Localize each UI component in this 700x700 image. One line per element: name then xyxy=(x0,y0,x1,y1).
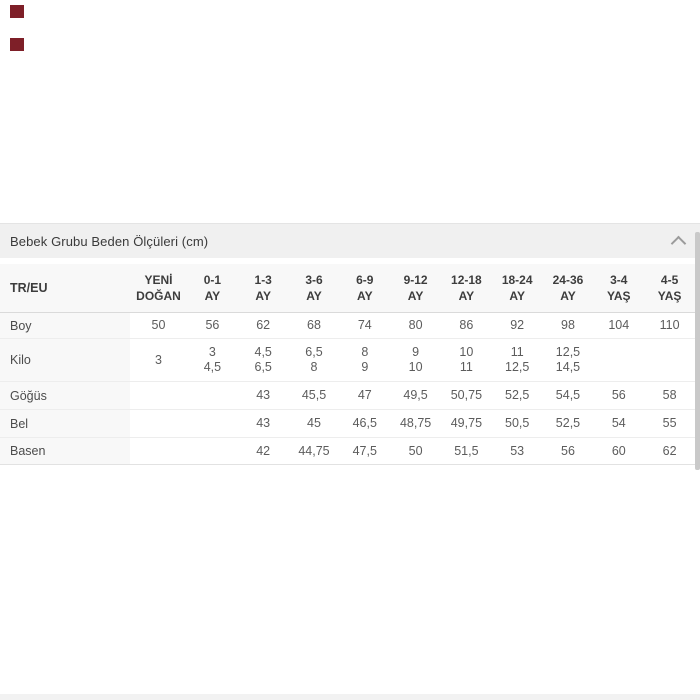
table-cell xyxy=(187,437,238,465)
table-cell: 48,75 xyxy=(390,409,441,438)
column-header: 3-4 YAŞ xyxy=(593,264,645,313)
table-cell xyxy=(130,409,187,438)
table-cell: 9 10 xyxy=(390,338,441,382)
table-cell: 62 xyxy=(237,312,289,339)
header-row: TR/EU YENİ DOĞAN 0-1 AY 1-3 AY 3-6 AY 6-9 AY 9-12 AY… xyxy=(0,264,695,313)
table-cell: 104 xyxy=(593,312,645,339)
table-cell: 80 xyxy=(390,312,441,339)
row-label: Basen xyxy=(0,437,130,465)
chevron-up-icon[interactable] xyxy=(670,235,687,252)
table-cell xyxy=(593,338,645,382)
row-label: Göğüs xyxy=(0,381,130,410)
table-cell: 50 xyxy=(390,437,441,465)
table-row: Kilo 3 3 4,5 4,5 6,5 6,5 8 8 9 9 10 10 11 11 12,5 12,5 14… xyxy=(0,338,695,382)
row-label: Bel xyxy=(0,409,130,438)
table-row: Boy 50 56 62 68 74 80 86 92 98 104 110 xyxy=(0,312,695,339)
table-cell xyxy=(644,338,695,382)
table-cell xyxy=(130,437,187,465)
table-cell: 52,5 xyxy=(542,409,594,438)
table-cell: 10 11 xyxy=(440,338,492,382)
table-cell: 45,5 xyxy=(288,381,340,410)
table-cell: 42 xyxy=(237,437,289,465)
table-cell: 49,75 xyxy=(440,409,492,438)
table-cell: 45 xyxy=(288,409,340,438)
table-cell: 53 xyxy=(491,437,543,465)
size-chart-accordion-header[interactable]: Bebek Grubu Beden Ölçüleri (cm) xyxy=(0,223,700,258)
table-cell: 62 xyxy=(644,437,695,465)
table-cell: 92 xyxy=(491,312,543,339)
table-cell: 47 xyxy=(339,381,391,410)
table-cell: 43 xyxy=(237,381,289,410)
column-header: 9-12 AY xyxy=(390,264,441,313)
table-cell: 12,5 14,5 xyxy=(542,338,594,382)
table-cell: 50,75 xyxy=(440,381,492,410)
table-body: Boy 50 56 62 68 74 80 86 92 98 104 110 Kilo 3 3 4,5 4,5 6… xyxy=(0,312,695,465)
table-cell: 51,5 xyxy=(440,437,492,465)
size-table: TR/EU YENİ DOĞAN 0-1 AY 1-3 AY 3-6 AY 6-9 AY 9-12 AY… xyxy=(0,264,695,465)
column-header: 18-24 AY xyxy=(491,264,543,313)
section-title: Bebek Grubu Beden Ölçüleri (cm) xyxy=(10,233,209,249)
table-cell: 3 xyxy=(130,338,187,382)
table-cell: 56 xyxy=(593,381,645,410)
table-cell: 49,5 xyxy=(390,381,441,410)
column-header: 0-1 AY xyxy=(187,264,238,313)
table-cell: 110 xyxy=(644,312,695,339)
table-cell: 86 xyxy=(440,312,492,339)
table-cell: 47,5 xyxy=(339,437,391,465)
column-header-label: TR/EU xyxy=(0,264,130,313)
row-label: Kilo xyxy=(0,338,130,382)
table-cell: 44,75 xyxy=(288,437,340,465)
table-cell: 58 xyxy=(644,381,695,410)
color-swatch[interactable] xyxy=(10,38,24,51)
table-row: Basen 42 44,75 47,5 50 51,5 53 56 60 62 xyxy=(0,437,695,465)
table-row: Göğüs 43 45,5 47 49,5 50,75 52,5 54,5 56 58 xyxy=(0,381,695,410)
table-cell xyxy=(187,409,238,438)
table-cell: 68 xyxy=(288,312,340,339)
table-cell: 52,5 xyxy=(491,381,543,410)
footer-divider xyxy=(0,694,700,700)
table-cell: 54,5 xyxy=(542,381,594,410)
column-header: 6-9 AY xyxy=(339,264,391,313)
table-cell: 74 xyxy=(339,312,391,339)
table-cell: 11 12,5 xyxy=(491,338,543,382)
table-cell xyxy=(187,381,238,410)
row-label: Boy xyxy=(0,312,130,339)
table-cell xyxy=(130,381,187,410)
table-cell: 3 4,5 xyxy=(187,338,238,382)
column-header: 1-3 AY xyxy=(237,264,289,313)
table-row: Bel 43 45 46,5 48,75 49,75 50,5 52,5 54 55 xyxy=(0,409,695,438)
table-cell: 50,5 xyxy=(491,409,543,438)
table-cell: 55 xyxy=(644,409,695,438)
scrollbar-thumb[interactable] xyxy=(695,232,700,470)
table-cell: 4,5 6,5 xyxy=(237,338,289,382)
color-swatch[interactable] xyxy=(10,5,24,18)
table-cell: 6,5 8 xyxy=(288,338,340,382)
table-cell: 56 xyxy=(542,437,594,465)
table-cell: 56 xyxy=(187,312,238,339)
column-header: 24-36 AY xyxy=(542,264,594,313)
table-cell: 46,5 xyxy=(339,409,391,438)
column-header: 4-5 YAŞ xyxy=(644,264,695,313)
table-head: TR/EU YENİ DOĞAN 0-1 AY 1-3 AY 3-6 AY 6-9 AY 9-12 AY… xyxy=(0,264,695,313)
table-cell: 50 xyxy=(130,312,187,339)
column-header: 3-6 AY xyxy=(288,264,340,313)
table-cell: 98 xyxy=(542,312,594,339)
column-header: YENİ DOĞAN xyxy=(130,264,187,313)
table-cell: 43 xyxy=(237,409,289,438)
table-cell: 54 xyxy=(593,409,645,438)
table-cell: 60 xyxy=(593,437,645,465)
column-header: 12-18 AY xyxy=(440,264,492,313)
